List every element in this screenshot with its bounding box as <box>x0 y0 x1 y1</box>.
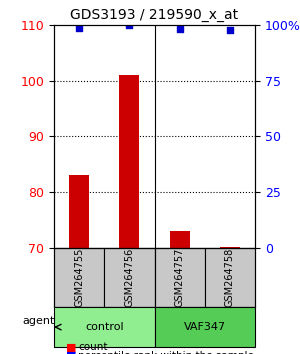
Text: GSM264758: GSM264758 <box>225 248 235 307</box>
FancyBboxPatch shape <box>54 248 104 307</box>
Text: GSM264756: GSM264756 <box>124 248 134 307</box>
Text: VAF347: VAF347 <box>184 322 226 332</box>
Bar <box>154 25 205 248</box>
FancyBboxPatch shape <box>154 248 205 307</box>
FancyBboxPatch shape <box>104 248 154 307</box>
FancyBboxPatch shape <box>54 307 154 347</box>
Text: agent: agent <box>22 316 55 326</box>
Point <box>127 22 132 28</box>
Text: ■: ■ <box>66 351 76 354</box>
Point <box>227 27 232 33</box>
Title: GDS3193 / 219590_x_at: GDS3193 / 219590_x_at <box>70 8 239 22</box>
Bar <box>220 247 240 248</box>
Bar <box>69 175 89 248</box>
Bar <box>119 75 140 248</box>
Text: GSM264755: GSM264755 <box>74 248 84 307</box>
FancyBboxPatch shape <box>205 248 255 307</box>
Text: count: count <box>78 342 107 352</box>
Text: GSM264757: GSM264757 <box>175 248 184 307</box>
Bar <box>104 25 154 248</box>
Text: control: control <box>85 322 124 332</box>
Point <box>77 25 82 31</box>
Text: percentile rank within the sample: percentile rank within the sample <box>78 351 254 354</box>
Point <box>177 26 182 32</box>
Bar <box>54 25 104 248</box>
Text: ■: ■ <box>66 342 76 352</box>
Bar <box>169 231 190 248</box>
FancyBboxPatch shape <box>154 307 255 347</box>
Bar <box>205 25 255 248</box>
